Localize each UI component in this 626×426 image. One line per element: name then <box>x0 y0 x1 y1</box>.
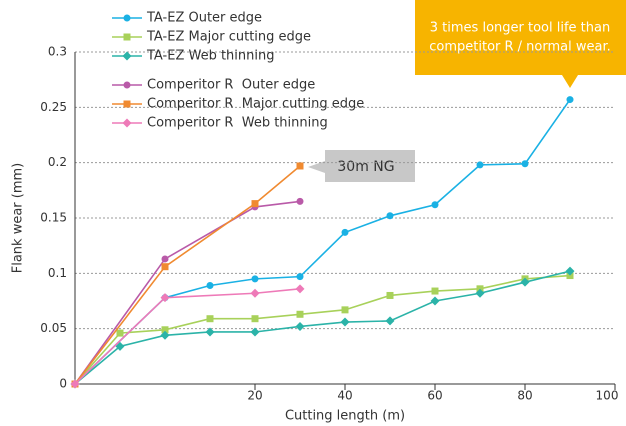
marker <box>161 263 169 271</box>
marker <box>431 201 439 209</box>
legend-label: TA-EZ Major cutting edge <box>146 30 311 45</box>
marker <box>295 321 305 331</box>
series-line <box>74 200 301 385</box>
marker <box>341 228 349 236</box>
y-tick-label: 0.25 <box>40 100 67 114</box>
legend-label: Comperitor R Outer edge <box>147 78 315 93</box>
marker <box>520 277 530 287</box>
marker <box>160 293 170 303</box>
marker <box>475 288 485 298</box>
marker <box>123 81 131 89</box>
marker <box>123 14 131 22</box>
marker <box>161 326 169 334</box>
marker <box>296 197 304 205</box>
marker <box>385 316 395 326</box>
marker <box>295 284 305 294</box>
y-tick-label: 0.1 <box>48 266 67 280</box>
marker <box>251 200 259 208</box>
x-tick-label: 100 <box>596 389 619 403</box>
annotation-text: 3 times longer tool life than <box>430 21 610 36</box>
marker <box>476 161 484 169</box>
marker <box>116 329 124 337</box>
y-axis-label: Flank wear (mm) <box>11 163 26 274</box>
series-line <box>74 270 571 385</box>
marker <box>206 315 214 323</box>
marker <box>122 118 132 128</box>
marker <box>251 275 259 283</box>
series-line <box>74 165 301 385</box>
marker <box>160 330 170 340</box>
x-axis-label: Cutting length (m) <box>285 409 405 424</box>
marker <box>386 291 394 299</box>
series-line <box>74 288 301 385</box>
series-line <box>74 99 571 385</box>
marker <box>123 100 131 108</box>
y-tick-label: 0.05 <box>40 321 67 335</box>
y-tick-label: 0.2 <box>48 155 67 169</box>
marker <box>431 287 439 295</box>
x-tick-label: 40 <box>337 389 352 403</box>
y-tick-label: 0.3 <box>48 45 67 59</box>
x-tick-label: 60 <box>427 389 442 403</box>
x-tick-label: 20 <box>247 389 262 403</box>
x-tick-label: 80 <box>517 389 532 403</box>
legend-label: TA-EZ Outer edge <box>146 11 262 26</box>
y-tick-label: 0 <box>59 377 67 391</box>
marker <box>70 379 80 389</box>
marker <box>205 327 215 337</box>
marker <box>206 282 214 290</box>
marker <box>386 212 394 220</box>
marker <box>296 273 304 281</box>
marker <box>565 266 575 276</box>
marker <box>430 296 440 306</box>
marker <box>123 33 131 41</box>
marker <box>341 306 349 314</box>
annotation-text: competitor R / normal wear. <box>429 40 611 55</box>
marker <box>161 255 169 263</box>
legend-label: TA-EZ Web thinning <box>146 49 275 64</box>
series-line <box>74 274 571 385</box>
marker <box>250 327 260 337</box>
marker <box>340 317 350 327</box>
annotation-box <box>415 0 626 88</box>
marker <box>521 160 529 168</box>
marker <box>115 341 125 351</box>
annotation-box <box>308 150 415 182</box>
legend-label: Comperitor R Web thinning <box>147 116 328 131</box>
marker <box>122 51 132 61</box>
marker <box>296 310 304 318</box>
y-tick-label: 0.15 <box>40 211 67 225</box>
marker <box>250 288 260 298</box>
marker <box>566 96 574 104</box>
marker <box>251 315 259 323</box>
legend-label: Comperitor R Major cutting edge <box>147 97 364 112</box>
annotation-text: 30m NG <box>337 159 394 175</box>
marker <box>296 162 304 170</box>
